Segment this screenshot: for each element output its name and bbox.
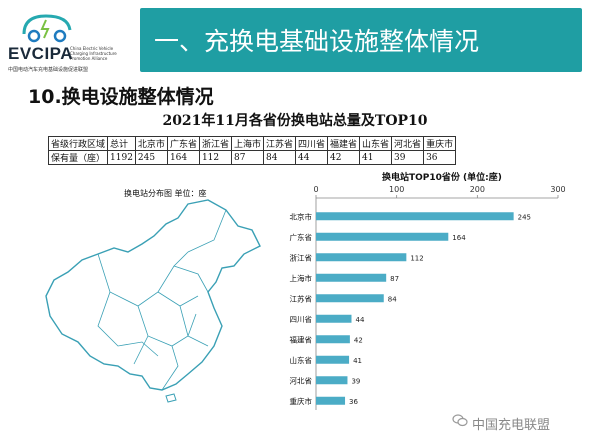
table-cell: 39 — [391, 150, 425, 165]
bar — [316, 355, 350, 364]
watermark: 中国充电联盟 — [472, 418, 551, 433]
china-map — [45, 199, 261, 403]
logo-icon — [22, 14, 72, 43]
table-cell: 44 — [294, 150, 329, 165]
category-label: 河北省 — [290, 375, 313, 385]
x-tick-label: 100 — [389, 185, 404, 194]
category-label: 江苏省 — [290, 293, 313, 303]
data-label: 112 — [410, 254, 423, 262]
data-label: 42 — [354, 336, 363, 344]
table-title: 2021年11月各省份换电站总量及TOP10 — [162, 113, 428, 129]
logo-english: China Electric Vehicle Charging Infrastr… — [70, 46, 117, 61]
x-tick-label: 200 — [470, 185, 485, 194]
data-label: 36 — [349, 398, 358, 406]
table-cell: 87 — [230, 150, 264, 165]
table-header-cell: 山东省 — [359, 136, 393, 151]
category-label: 福建省 — [290, 334, 313, 344]
bar — [316, 335, 350, 344]
header: EVCIPA China Electric Vehicle Charging I… — [0, 0, 590, 78]
table-cell: 42 — [327, 150, 361, 165]
data-label: 245 — [518, 213, 531, 221]
x-tick-label: 0 — [313, 185, 318, 194]
map-hainan — [165, 393, 177, 403]
data-label: 164 — [452, 234, 466, 242]
evcipa-logo: EVCIPA China Electric Vehicle Charging I… — [8, 10, 126, 73]
bar — [316, 314, 352, 323]
section-title: 10.换电设施整体情况 — [28, 86, 214, 108]
data-label: 41 — [353, 357, 362, 365]
bar-chart: 0 100 200 300 北京市 245 广东省 164 浙江省 112 上海市 87 江苏省 84 四川… — [290, 185, 566, 410]
data-label: 87 — [390, 275, 399, 283]
table-header-cell: 四川省 — [294, 136, 329, 151]
bar — [316, 294, 384, 303]
table-header-cell: 河北省 — [391, 136, 425, 151]
bar — [316, 212, 514, 221]
table-header-cell: 总计 — [107, 136, 136, 151]
logo-subtitle: 中国电动汽车充电基础设施促进联盟 — [8, 67, 89, 73]
map-province-lines — [97, 209, 227, 391]
table-cell: 245 — [134, 150, 168, 165]
table-cell: 84 — [262, 150, 297, 165]
table-header-cell: 广东省 — [166, 136, 200, 151]
category-label: 山东省 — [290, 355, 313, 365]
category-label: 重庆市 — [290, 396, 313, 406]
category-label: 北京市 — [290, 211, 313, 221]
category-label: 浙江省 — [290, 252, 313, 262]
table-header-cell: 浙江省 — [198, 136, 232, 151]
bar — [316, 376, 348, 385]
stats-table: 省级行政区域 总计 北京市 广东省 浙江省 上海市 江苏省 四川省 福建省 山东省 河北省 重庆市 保… — [47, 136, 457, 165]
category-label: 四川省 — [290, 314, 313, 324]
table-cell: 112 — [198, 150, 232, 165]
bar — [316, 253, 407, 262]
table-header-cell: 北京市 — [134, 136, 168, 151]
table-cell: 164 — [166, 150, 200, 165]
table-cell: 1192 — [107, 150, 136, 165]
category-label: 上海市 — [290, 273, 313, 283]
table-header-cell: 福建省 — [327, 136, 361, 151]
data-label: 39 — [351, 377, 360, 385]
x-tick-label: 300 — [550, 185, 565, 194]
map-outline — [45, 199, 261, 391]
table-cell: 41 — [359, 150, 393, 165]
table-cell: 36 — [423, 150, 457, 165]
bar — [316, 396, 346, 405]
category-label: 广东省 — [290, 232, 313, 242]
page-title: 一、充换电基础设施整体情况 — [154, 27, 480, 56]
bar — [316, 232, 449, 241]
table-header-cell: 重庆市 — [423, 136, 457, 151]
data-label: 84 — [388, 295, 397, 303]
table-header-row: 省级行政区域 总计 北京市 广东省 浙江省 上海市 江苏省 四川省 福建省 山东省 河北省 重庆市 — [47, 136, 457, 151]
chart-title: 换电站TOP10省份 (单位:座) — [382, 173, 502, 183]
wechat-icon — [452, 414, 468, 427]
title-bar: 一、充换电基础设施整体情况 — [140, 8, 582, 72]
table-header-cell: 江苏省 — [262, 136, 297, 151]
table-data-row: 保有量（座） 1192 245 164 112 87 84 44 42 41 39 36 — [47, 150, 457, 165]
table-header-cell: 上海市 — [230, 136, 264, 151]
bar — [316, 273, 387, 282]
table-header-cell: 省级行政区域 — [47, 136, 109, 151]
logo-text: EVCIPA — [8, 44, 74, 63]
table-cell: 保有量（座） — [47, 150, 109, 165]
data-label: 44 — [355, 316, 364, 324]
map-title: 换电站分布图 单位：座 — [124, 189, 207, 198]
